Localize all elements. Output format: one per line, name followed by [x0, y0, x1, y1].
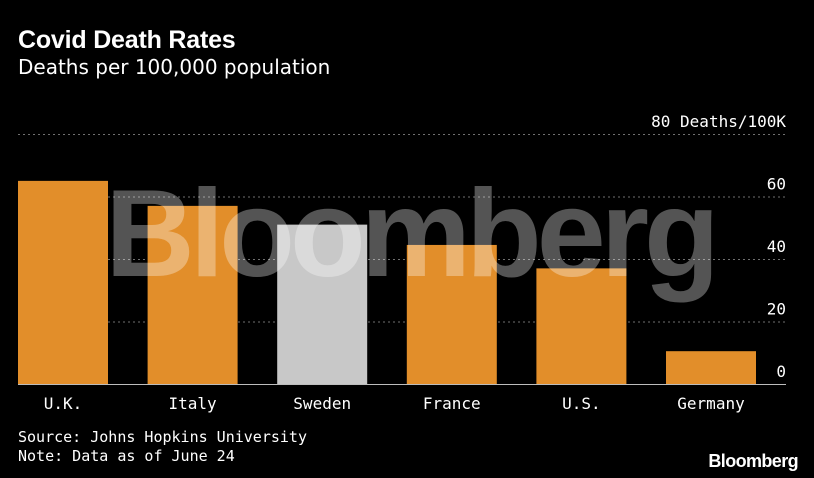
- brand-logo: Bloomberg: [708, 451, 798, 471]
- bars: [18, 180, 756, 384]
- y-tick-label: 60: [767, 175, 786, 194]
- x-axis-labels: U.K. Italy Sweden France U.S. Germany: [44, 394, 745, 413]
- x-tick-label: U.S.: [562, 394, 601, 413]
- y-axis-labels: 0 20 40 60 80 Deaths/100K: [651, 112, 786, 381]
- y-tick-label: 0: [776, 362, 786, 381]
- source-note: Source: Johns Hopkins University: [18, 428, 307, 446]
- bar: [406, 244, 497, 384]
- y-tick-label: 20: [767, 300, 786, 319]
- x-tick-label: Germany: [677, 394, 745, 413]
- chart-title: Covid Death Rates: [18, 26, 236, 54]
- y-tick-label: 80 Deaths/100K: [651, 112, 786, 131]
- bar: [147, 205, 238, 384]
- x-tick-label: Sweden: [293, 394, 351, 413]
- x-tick-label: U.K.: [44, 394, 83, 413]
- bar: [666, 351, 756, 384]
- bar: [18, 180, 108, 384]
- bar: [536, 268, 627, 384]
- y-tick-label: 40: [767, 237, 786, 256]
- chart-subtitle: Deaths per 100,000 population: [18, 55, 331, 79]
- watermark-logo: Bloomberg: [105, 165, 714, 303]
- x-tick-label: France: [423, 394, 481, 413]
- gridlines: [18, 134, 786, 385]
- bar: [277, 224, 368, 384]
- data-note: Note: Data as of June 24: [18, 447, 235, 465]
- x-tick-label: Italy: [169, 394, 218, 413]
